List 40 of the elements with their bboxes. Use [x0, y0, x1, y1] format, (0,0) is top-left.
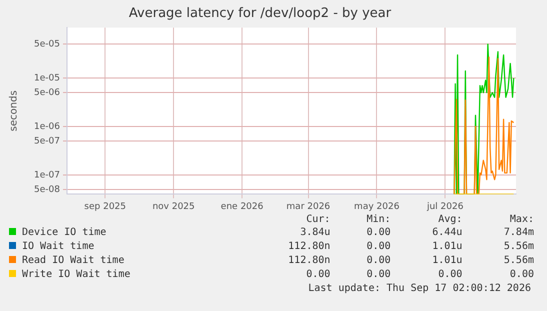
text: 0.00 — [366, 240, 392, 254]
text: 1.01u — [431, 240, 464, 254]
text: 5.56m — [502, 254, 535, 268]
chart-title: Average latency for /dev/loop2 - by year — [128, 6, 392, 22]
y-tick-label: 5e-08 — [34, 184, 60, 195]
y-tick-label: 1e-06 — [34, 122, 60, 132]
text: 0.00 — [366, 268, 392, 282]
text: 5.56m — [502, 240, 535, 254]
x-tick-label: jul 2026 — [426, 202, 464, 212]
y-tick-label: 5e-05 — [34, 40, 60, 50]
legend-label: IO Wait time — [21, 240, 96, 254]
text: Cur: — [305, 214, 332, 226]
text: 7.84m — [502, 226, 535, 240]
text: 0.00 — [366, 226, 392, 240]
x-tick-label: mar 2026 — [286, 202, 330, 212]
text: 0.00 — [366, 254, 392, 268]
text: 0.00 — [437, 268, 464, 282]
text: Avg: — [437, 214, 464, 226]
text: Min: — [366, 214, 392, 226]
text: 0.00 — [305, 268, 332, 282]
x-tick-label: may 2026 — [354, 202, 400, 212]
text: 6.44u — [431, 226, 464, 240]
text: 3.84u — [299, 226, 332, 240]
text: 1.01u — [431, 254, 464, 268]
y-tick-label: 5e-07 — [34, 136, 60, 146]
y-tick-label: 1e-07 — [34, 170, 60, 180]
y-tick-label: 1e-05 — [34, 73, 60, 84]
x-tick-label: sep 2025 — [84, 202, 126, 212]
text: 0.00 — [508, 268, 535, 282]
y-axis-title: seconds — [8, 90, 20, 132]
text: 112.80n — [287, 254, 332, 268]
x-tick-label: nov 2025 — [152, 202, 195, 212]
y-tick-label: 5e-06 — [34, 88, 60, 98]
legend-label: Device IO time — [21, 226, 108, 240]
legend-label: Read IO Wait time — [21, 254, 126, 268]
text: Max: — [508, 214, 535, 226]
text: 112.80n — [287, 240, 332, 254]
legend-label: Write IO Wait time — [21, 268, 132, 282]
x-tick-label: ene 2026 — [220, 202, 264, 212]
text: Last update: Thu Sep 17 02:00:12 2026 — [308, 283, 531, 294]
